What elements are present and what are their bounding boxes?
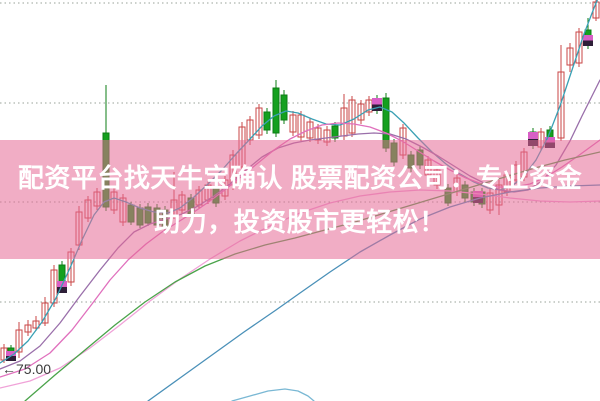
candles-layer: [0, 0, 600, 363]
price-callout-label: ←75.00: [2, 361, 52, 377]
gridlines-layer: [0, 2, 600, 303]
